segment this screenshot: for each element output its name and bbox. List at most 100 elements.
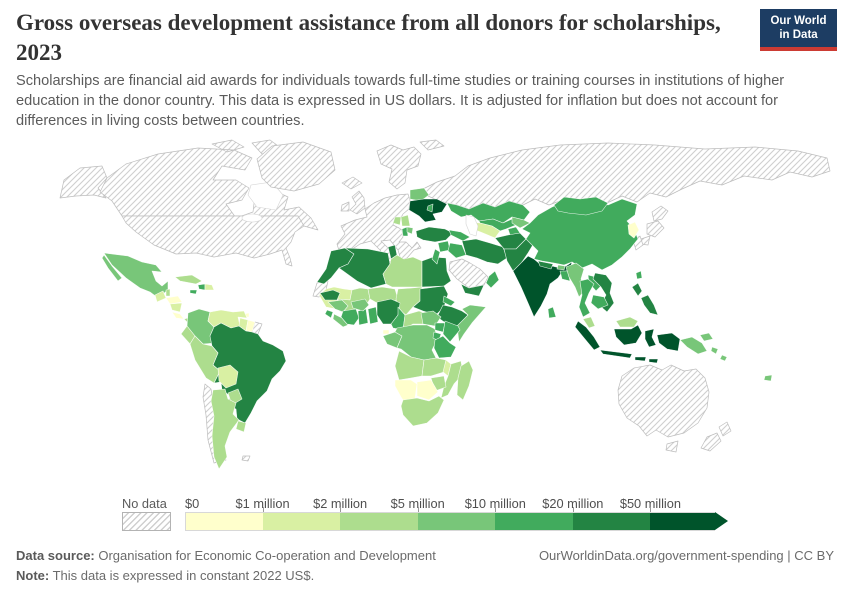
legend-tick-label-5: $20 million bbox=[542, 496, 604, 511]
country-thailand[interactable] bbox=[578, 278, 595, 318]
region-scandinavia[interactable] bbox=[376, 144, 422, 190]
country-peru[interactable] bbox=[189, 335, 221, 384]
chart-subtitle: Scholarships are financial aid awards fo… bbox=[16, 73, 785, 129]
legend-bin-3[interactable] bbox=[417, 512, 496, 531]
country-mexico[interactable] bbox=[101, 252, 169, 299]
region-levant[interactable] bbox=[431, 248, 441, 265]
country-botswana[interactable] bbox=[416, 379, 439, 401]
country-ireland[interactable] bbox=[340, 201, 350, 212]
country-philippines[interactable] bbox=[631, 282, 659, 316]
country-taiwan[interactable] bbox=[635, 270, 643, 280]
country-belarus[interactable] bbox=[409, 187, 430, 202]
country-north-macedonia[interactable] bbox=[406, 226, 414, 235]
country-saudi-arabia[interactable] bbox=[448, 258, 489, 289]
country-dominican-republic[interactable] bbox=[204, 283, 215, 291]
country-jamaica[interactable] bbox=[189, 289, 198, 295]
legend-bin-4[interactable] bbox=[495, 512, 573, 531]
region-caucasus[interactable] bbox=[448, 229, 471, 242]
legend-tick-label-1: $1 million bbox=[235, 496, 290, 511]
country-somalia[interactable] bbox=[456, 304, 487, 343]
region-tasmania[interactable] bbox=[665, 440, 679, 453]
country-bolivia[interactable] bbox=[217, 364, 239, 389]
legend-tick-mark bbox=[340, 507, 342, 512]
footer-link[interactable]: OurWorldinData.org/government-spending |… bbox=[538, 548, 834, 563]
country-sierra-leone[interactable] bbox=[324, 309, 334, 319]
country-bosnia[interactable] bbox=[392, 216, 402, 226]
country-albania[interactable] bbox=[401, 226, 409, 237]
country-vietnam[interactable] bbox=[592, 272, 615, 313]
legend-bin-1[interactable] bbox=[262, 512, 341, 531]
country-greenland[interactable] bbox=[256, 141, 336, 192]
country-nicaragua[interactable] bbox=[169, 302, 183, 313]
country-cuba[interactable] bbox=[174, 274, 203, 285]
country-costa-rica[interactable] bbox=[171, 311, 185, 320]
country-serbia[interactable] bbox=[400, 214, 411, 227]
country-nepal[interactable] bbox=[537, 260, 554, 270]
country-cambodia[interactable] bbox=[590, 294, 609, 310]
owid-logo[interactable]: Our World in Data bbox=[760, 9, 837, 51]
country-south-africa[interactable] bbox=[400, 395, 445, 427]
country-uk[interactable] bbox=[349, 190, 366, 215]
country-turkey[interactable] bbox=[415, 226, 454, 243]
legend-color-bar[interactable] bbox=[185, 512, 728, 531]
country-haiti[interactable] bbox=[197, 283, 206, 291]
country-belize[interactable] bbox=[165, 288, 171, 297]
country-papua-new-guinea[interactable] bbox=[679, 332, 714, 355]
country-tanzania[interactable] bbox=[433, 335, 457, 359]
region-falklands[interactable] bbox=[241, 455, 251, 462]
country-moldova[interactable] bbox=[426, 203, 434, 213]
country-argentina[interactable] bbox=[210, 388, 240, 470]
country-south-sudan[interactable] bbox=[420, 310, 442, 327]
legend-tick-mark bbox=[495, 507, 497, 512]
legend-bin-6[interactable] bbox=[650, 512, 715, 531]
country-guinea[interactable] bbox=[327, 299, 349, 313]
country-madagascar[interactable] bbox=[456, 360, 474, 401]
country-honduras[interactable] bbox=[165, 295, 183, 305]
country-malaysia[interactable] bbox=[582, 316, 639, 329]
country-iraq[interactable] bbox=[447, 242, 467, 259]
legend-no-data-label[interactable]: No data bbox=[122, 496, 167, 511]
legend-bin-0[interactable] bbox=[185, 512, 263, 531]
country-alaska[interactable] bbox=[59, 165, 108, 199]
country-senegal[interactable] bbox=[319, 289, 341, 301]
country-liberia[interactable] bbox=[332, 313, 349, 328]
country-bhutan[interactable] bbox=[556, 264, 566, 271]
country-russia[interactable] bbox=[420, 142, 831, 210]
legend-bin-2[interactable] bbox=[340, 512, 418, 531]
country-eritrea[interactable] bbox=[442, 295, 456, 307]
country-kenya[interactable] bbox=[442, 320, 461, 343]
country-new-zealand[interactable] bbox=[700, 421, 732, 452]
country-solomon-islands[interactable] bbox=[710, 346, 728, 362]
country-equatorial-guinea[interactable] bbox=[382, 329, 390, 335]
country-australia[interactable] bbox=[617, 364, 710, 438]
country-mongolia[interactable] bbox=[553, 196, 609, 216]
country-venezuela[interactable] bbox=[207, 309, 248, 329]
country-burkina-faso[interactable] bbox=[350, 298, 370, 312]
country-pakistan[interactable] bbox=[503, 238, 535, 272]
country-ghana[interactable] bbox=[357, 308, 369, 326]
country-sri-lanka[interactable] bbox=[547, 306, 557, 319]
legend-bin-5[interactable] bbox=[572, 512, 651, 531]
country-indonesia[interactable] bbox=[574, 320, 681, 364]
region-togo-benin[interactable] bbox=[367, 306, 379, 325]
country-fiji[interactable] bbox=[763, 374, 773, 382]
footer-note: Note: This data is expressed in constant… bbox=[16, 568, 314, 583]
country-bangladesh[interactable] bbox=[559, 270, 571, 282]
country-japan[interactable] bbox=[639, 205, 669, 246]
country-uganda[interactable] bbox=[434, 322, 446, 333]
country-iceland[interactable] bbox=[341, 176, 363, 190]
country-uruguay[interactable] bbox=[235, 420, 247, 433]
country-oman[interactable] bbox=[485, 270, 500, 289]
country-iran[interactable] bbox=[461, 238, 508, 265]
country-north-korea[interactable] bbox=[627, 221, 640, 239]
legend-no-data-swatch[interactable] bbox=[122, 512, 171, 531]
country-angola[interactable] bbox=[394, 350, 425, 381]
country-usa[interactable] bbox=[121, 215, 305, 267]
country-kyrgyzstan[interactable] bbox=[511, 216, 531, 229]
world-map[interactable] bbox=[0, 138, 850, 495]
country-algeria[interactable] bbox=[338, 247, 391, 289]
region-svalbard[interactable] bbox=[419, 139, 445, 151]
country-yemen[interactable] bbox=[460, 283, 485, 297]
country-zambia[interactable] bbox=[421, 357, 447, 377]
